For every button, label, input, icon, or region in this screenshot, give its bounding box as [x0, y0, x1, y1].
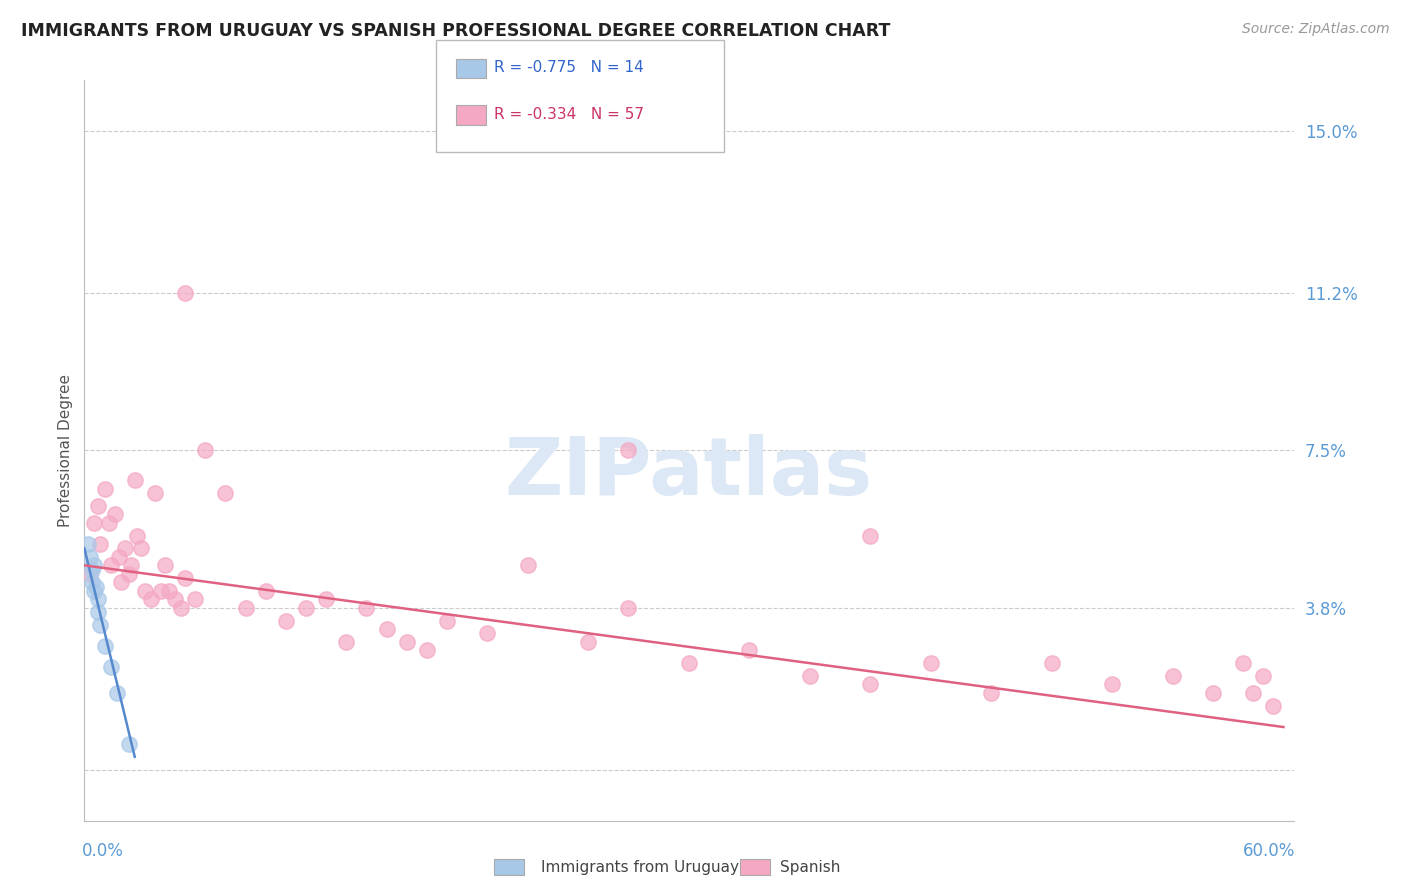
Point	[125, 528, 148, 542]
Point	[375, 622, 398, 636]
Point	[100, 660, 122, 674]
Point	[174, 571, 197, 585]
Point	[100, 558, 122, 573]
Point	[93, 639, 115, 653]
Point	[416, 643, 439, 657]
Point	[214, 486, 236, 500]
Text: R = -0.334   N = 57: R = -0.334 N = 57	[494, 107, 644, 121]
Point	[174, 286, 197, 301]
Point	[83, 583, 105, 598]
Y-axis label: Professional Degree: Professional Degree	[58, 374, 73, 527]
Point	[110, 575, 132, 590]
Point	[1202, 686, 1225, 700]
Point	[315, 592, 337, 607]
Point	[89, 618, 111, 632]
Point	[87, 499, 110, 513]
Point	[114, 541, 136, 556]
Point	[139, 592, 162, 607]
Point	[118, 566, 141, 581]
Text: Spanish: Spanish	[780, 860, 841, 874]
Point	[82, 575, 104, 590]
Point	[97, 516, 120, 530]
Point	[89, 537, 111, 551]
Point	[194, 443, 217, 458]
Point	[617, 600, 640, 615]
Point	[170, 600, 193, 615]
Point	[920, 657, 942, 671]
Point	[617, 443, 640, 458]
Point	[576, 635, 599, 649]
Point	[77, 537, 100, 551]
Point	[120, 558, 142, 573]
Point	[678, 657, 700, 671]
Point	[153, 558, 176, 573]
Point	[516, 558, 538, 573]
Point	[356, 600, 378, 615]
Point	[254, 583, 277, 598]
Point	[104, 508, 127, 522]
Point	[149, 583, 172, 598]
Point	[107, 549, 129, 564]
Text: R = -0.775   N = 14: R = -0.775 N = 14	[494, 61, 644, 75]
Point	[859, 528, 882, 542]
Text: 60.0%: 60.0%	[1243, 842, 1295, 860]
Point	[184, 592, 207, 607]
Point	[1232, 657, 1254, 671]
Point	[395, 635, 418, 649]
Point	[980, 686, 1002, 700]
Point	[143, 486, 166, 500]
Point	[1040, 657, 1063, 671]
Point	[859, 677, 882, 691]
Point	[436, 614, 458, 628]
Point	[87, 605, 110, 619]
Point	[1161, 669, 1184, 683]
Point	[1241, 686, 1264, 700]
Point	[1253, 669, 1275, 683]
Point	[118, 737, 141, 751]
Point	[129, 541, 152, 556]
Point	[83, 558, 105, 573]
Point	[86, 580, 108, 594]
Text: Source: ZipAtlas.com: Source: ZipAtlas.com	[1241, 22, 1389, 37]
Point	[738, 643, 761, 657]
Point	[134, 583, 156, 598]
Point	[235, 600, 257, 615]
Point	[799, 669, 821, 683]
Text: Immigrants from Uruguay: Immigrants from Uruguay	[541, 860, 740, 874]
Point	[1263, 698, 1285, 713]
Point	[87, 592, 110, 607]
Text: ZIPatlas: ZIPatlas	[505, 434, 873, 512]
Point	[93, 482, 115, 496]
Point	[274, 614, 297, 628]
Point	[1101, 677, 1123, 691]
Text: IMMIGRANTS FROM URUGUAY VS SPANISH PROFESSIONAL DEGREE CORRELATION CHART: IMMIGRANTS FROM URUGUAY VS SPANISH PROFE…	[21, 22, 890, 40]
Point	[477, 626, 499, 640]
Point	[295, 600, 318, 615]
Point	[79, 566, 101, 581]
Point	[124, 473, 146, 487]
Point	[82, 563, 104, 577]
Point	[335, 635, 357, 649]
Point	[83, 516, 105, 530]
Point	[157, 583, 180, 598]
Text: 0.0%: 0.0%	[83, 842, 124, 860]
Point	[105, 686, 128, 700]
Point	[165, 592, 187, 607]
Point	[79, 549, 101, 564]
